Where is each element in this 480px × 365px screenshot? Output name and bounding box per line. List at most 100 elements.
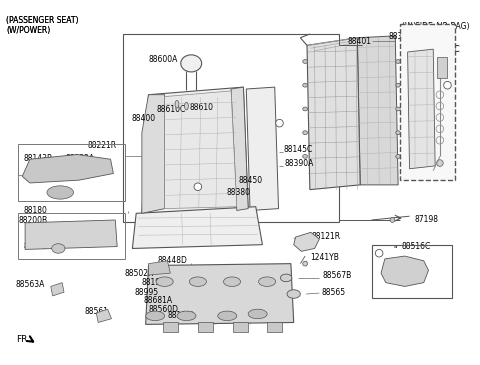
Ellipse shape — [390, 218, 395, 222]
Polygon shape — [148, 261, 170, 275]
Ellipse shape — [156, 277, 173, 287]
Ellipse shape — [303, 83, 308, 87]
Bar — [163, 323, 178, 332]
Polygon shape — [142, 95, 165, 214]
Ellipse shape — [396, 131, 400, 135]
Bar — [123, 34, 339, 222]
Text: (W/POWER): (W/POWER) — [6, 26, 50, 35]
Text: 1241YB: 1241YB — [310, 253, 339, 262]
Polygon shape — [307, 38, 360, 190]
Text: 88610: 88610 — [189, 103, 213, 112]
Text: 88561: 88561 — [85, 307, 109, 316]
Polygon shape — [246, 87, 278, 211]
Ellipse shape — [52, 244, 65, 253]
Text: 88191J: 88191J — [168, 311, 193, 320]
Ellipse shape — [375, 249, 383, 257]
Text: 88180: 88180 — [23, 206, 47, 215]
Bar — [267, 323, 282, 332]
Polygon shape — [231, 87, 248, 211]
Ellipse shape — [303, 261, 308, 266]
Text: 88752B: 88752B — [41, 164, 71, 173]
Polygon shape — [165, 91, 237, 209]
Ellipse shape — [287, 290, 300, 298]
Text: 87198: 87198 — [414, 215, 438, 223]
Ellipse shape — [185, 102, 188, 110]
Ellipse shape — [181, 55, 202, 72]
Polygon shape — [408, 49, 435, 169]
Ellipse shape — [437, 160, 443, 166]
Bar — [18, 144, 125, 201]
Text: (PASSENGER SEAT): (PASSENGER SEAT) — [6, 16, 79, 25]
Text: 88560D: 88560D — [148, 305, 179, 314]
Text: 88221R: 88221R — [88, 141, 117, 150]
Ellipse shape — [177, 311, 196, 320]
Polygon shape — [294, 233, 319, 251]
Ellipse shape — [396, 154, 400, 158]
Ellipse shape — [276, 119, 283, 127]
Ellipse shape — [248, 309, 267, 319]
Text: 88522A: 88522A — [66, 154, 95, 163]
Polygon shape — [51, 283, 64, 296]
Ellipse shape — [303, 59, 308, 64]
Text: (W/POWER): (W/POWER) — [6, 26, 50, 35]
Ellipse shape — [224, 277, 240, 287]
Bar — [437, 57, 446, 78]
Text: 88952: 88952 — [23, 242, 47, 251]
Text: 88995: 88995 — [134, 288, 158, 297]
Ellipse shape — [218, 311, 237, 320]
Text: 88450: 88450 — [239, 176, 263, 185]
Text: 88563A: 88563A — [16, 280, 45, 289]
Text: 88200B: 88200B — [18, 216, 48, 226]
Polygon shape — [381, 256, 429, 287]
Ellipse shape — [280, 274, 292, 282]
Text: a: a — [196, 184, 199, 189]
Text: 88567B: 88567B — [322, 270, 351, 280]
Text: (W/SIDE AIR BAG): (W/SIDE AIR BAG) — [402, 22, 469, 31]
Bar — [372, 245, 452, 298]
Text: a: a — [446, 83, 449, 88]
Text: 88448D: 88448D — [158, 256, 188, 265]
Ellipse shape — [303, 131, 308, 135]
Ellipse shape — [145, 311, 165, 320]
Ellipse shape — [47, 186, 73, 199]
Ellipse shape — [303, 154, 308, 158]
Bar — [198, 323, 213, 332]
Ellipse shape — [396, 59, 400, 64]
Text: 88390A: 88390A — [284, 160, 313, 169]
Polygon shape — [22, 154, 113, 183]
Text: 88143R: 88143R — [23, 154, 53, 163]
Bar — [18, 214, 125, 259]
Text: 1338AC: 1338AC — [431, 45, 460, 54]
Text: a: a — [278, 121, 281, 126]
Polygon shape — [132, 207, 263, 249]
Text: 88502H: 88502H — [125, 269, 155, 278]
Bar — [233, 323, 248, 332]
Ellipse shape — [396, 107, 400, 111]
Text: FR.: FR. — [16, 335, 29, 344]
Text: 88401: 88401 — [348, 37, 372, 46]
Text: a: a — [378, 251, 381, 256]
Text: 88145C: 88145C — [283, 145, 312, 154]
Text: (PASSENGER SEAT): (PASSENGER SEAT) — [6, 16, 79, 25]
Text: 88121R: 88121R — [312, 232, 341, 241]
Text: 88920T: 88920T — [402, 45, 431, 54]
Ellipse shape — [194, 183, 202, 191]
Text: 88401: 88401 — [409, 33, 433, 42]
Text: 88610C: 88610C — [156, 105, 185, 114]
Bar — [400, 23, 455, 180]
Ellipse shape — [303, 107, 308, 111]
Polygon shape — [357, 36, 398, 185]
Text: 88516C: 88516C — [402, 242, 431, 251]
Text: 88400: 88400 — [132, 114, 156, 123]
Ellipse shape — [396, 83, 400, 87]
Polygon shape — [25, 220, 117, 249]
Ellipse shape — [175, 100, 179, 108]
Ellipse shape — [259, 277, 276, 287]
Polygon shape — [142, 87, 248, 214]
Ellipse shape — [189, 277, 206, 287]
Polygon shape — [145, 264, 294, 324]
Text: 88192B: 88192B — [142, 278, 171, 287]
Text: 88380: 88380 — [227, 188, 251, 197]
Text: 88565: 88565 — [321, 288, 346, 297]
Text: 88681A: 88681A — [144, 296, 173, 305]
